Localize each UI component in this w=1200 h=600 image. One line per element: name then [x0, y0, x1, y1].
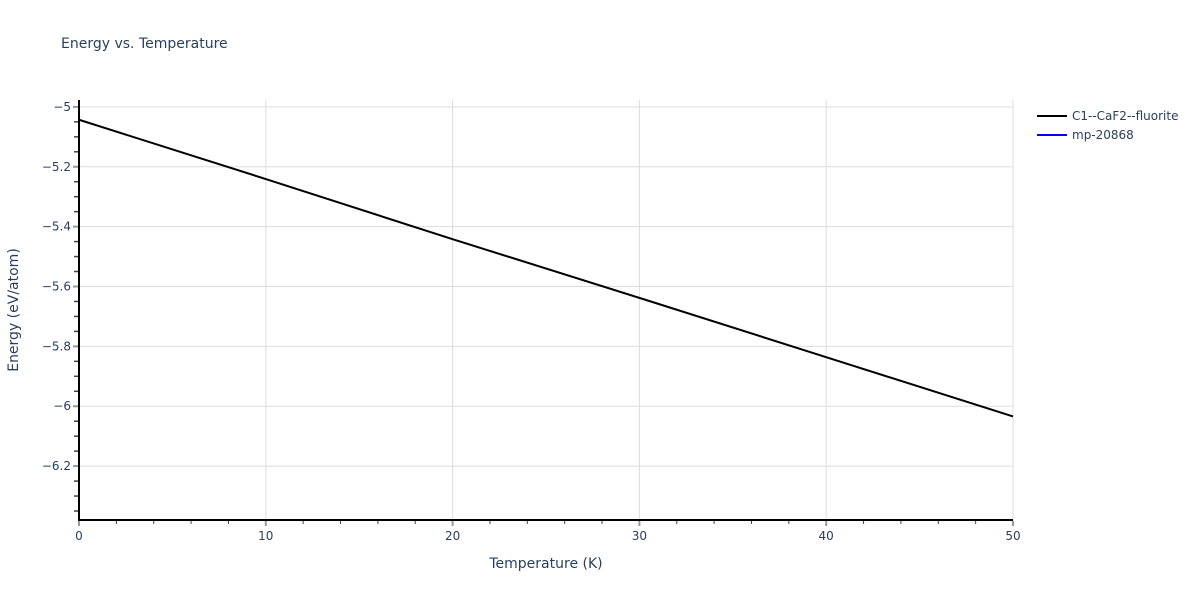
- legend-item-c1-caf2-fluorite[interactable]: C1--CaF2--fluorite: [1037, 106, 1178, 125]
- y-tick-label: −6: [53, 399, 71, 413]
- legend-item-mp-20868[interactable]: mp-20868: [1037, 125, 1178, 144]
- y-tick-label: −6.2: [42, 459, 71, 473]
- legend-item-label: C1--CaF2--fluorite: [1072, 108, 1179, 123]
- axes: [73, 100, 1014, 526]
- series-lines: [78, 118, 1014, 418]
- x-tick-label: 20: [445, 529, 460, 543]
- x-axis-title: Temperature (K): [488, 556, 602, 572]
- x-tick-label: 50: [1005, 529, 1020, 543]
- tick-labels: 0 10 20 30 40 50 −5 −5.2 −5.4 −5.6 −5.8 −6 −6.2: [42, 100, 1021, 543]
- legend-line-swatch-icon: [1037, 114, 1067, 117]
- x-tick-label: 30: [632, 529, 647, 543]
- x-tick-label: 40: [819, 529, 834, 543]
- y-tick-label: −5.8: [42, 339, 71, 353]
- legend: C1--CaF2--fluorite mp-20868: [1037, 106, 1178, 144]
- y-axis-title: Energy (eV/atom): [6, 248, 22, 372]
- y-tick-label: −5.4: [42, 220, 71, 234]
- series-line: [78, 118, 1014, 418]
- chart-title: Energy vs. Temperature: [61, 36, 228, 52]
- y-tick-label: −5.6: [42, 280, 71, 294]
- gridlines: [79, 100, 1014, 520]
- x-tick-label: 0: [75, 529, 83, 543]
- y-tick-label: −5.2: [42, 160, 71, 174]
- legend-line-swatch-icon: [1037, 133, 1067, 136]
- y-tick-label: −5: [53, 100, 71, 114]
- legend-item-label: mp-20868: [1072, 127, 1134, 142]
- x-tick-label: 10: [258, 529, 273, 543]
